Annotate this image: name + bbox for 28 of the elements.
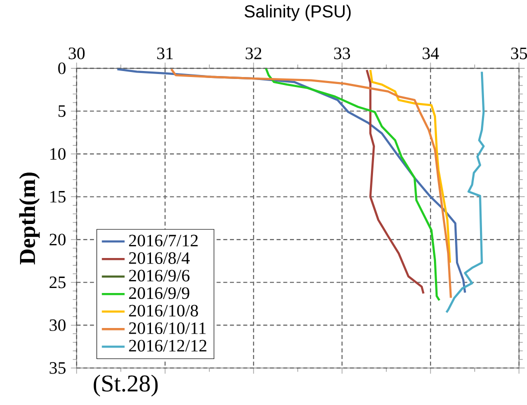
legend-label: 2016/8/4: [129, 252, 190, 264]
y-tick-label: 30: [50, 319, 66, 332]
y-tick-label: 10: [50, 148, 66, 160]
line-series: [445, 70, 485, 314]
legend-label: 2016/9/6: [129, 270, 190, 282]
y-tick-label: 15: [50, 190, 66, 203]
x-tick-label: 30: [68, 48, 85, 60]
x-tick-label: 34: [422, 48, 439, 60]
y-tick-label: 35: [50, 362, 66, 374]
line-series: [264, 68, 440, 302]
x-tick-label: 33: [334, 48, 350, 60]
y-tick-label: 0: [58, 62, 66, 74]
line-series: [369, 68, 452, 264]
legend-label: 2016/10/8: [129, 304, 198, 317]
legend-label: 2016/9/9: [129, 287, 190, 299]
legend-label: 2016/7/12: [129, 234, 198, 246]
y-axis-title: Depth(m): [19, 172, 40, 264]
x-tick-label: 31: [157, 48, 173, 60]
y-tick-label: 25: [50, 276, 66, 288]
legend-label: 2016/10/11: [129, 322, 206, 334]
x-tick-label: 32: [246, 48, 262, 60]
legend-label: 2016/12/12: [129, 340, 206, 352]
y-tick-label: 20: [50, 234, 66, 246]
y-tick-label: 5: [58, 105, 66, 117]
x-tick-label: 35: [511, 48, 527, 60]
line-series: [366, 68, 425, 295]
text: (St.28): [94, 374, 158, 396]
chart-title: Salinity (PSU): [244, 4, 351, 21]
